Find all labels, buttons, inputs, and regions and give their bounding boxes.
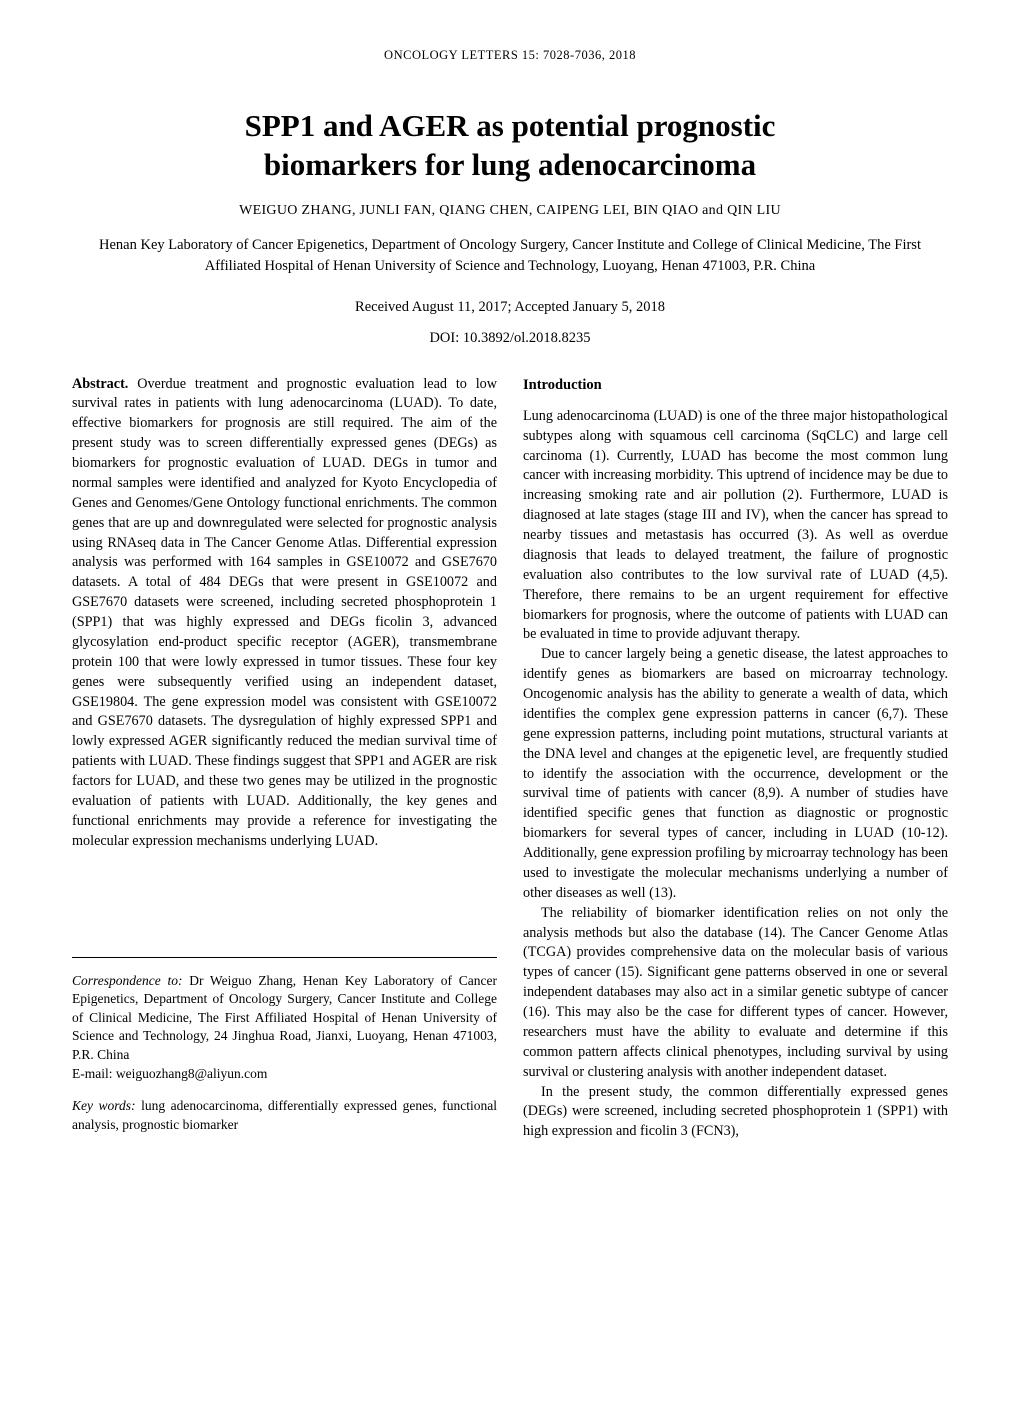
- title-line-2: biomarkers for lung adenocarcinoma: [264, 147, 756, 182]
- authors-list: WEIGUO ZHANG, JUNLI FAN, QIANG CHEN, CAI…: [72, 203, 948, 219]
- keywords-paragraph: Key words: lung adenocarcinoma, differen…: [72, 1097, 497, 1134]
- keywords-block: Key words: lung adenocarcinoma, differen…: [72, 1097, 497, 1134]
- intro-paragraph-1: Lung adenocarcinoma (LUAD) is one of the…: [523, 407, 948, 646]
- correspondence-label: Correspondence to:: [72, 973, 182, 988]
- affiliation: Henan Key Laboratory of Cancer Epigeneti…: [72, 235, 948, 277]
- abstract-paragraph: Abstract. Overdue treatment and prognost…: [72, 375, 497, 852]
- doi: DOI: 10.3892/ol.2018.8235: [72, 330, 948, 347]
- intro-paragraph-2: Due to cancer largely being a genetic di…: [523, 645, 948, 903]
- article-title: SPP1 and AGER as potential prognostic bi…: [72, 107, 948, 185]
- intro-paragraph-4: In the present study, the common differe…: [523, 1083, 948, 1143]
- two-column-layout: Abstract. Overdue treatment and prognost…: [72, 375, 948, 1143]
- right-column: Introduction Lung adenocarcinoma (LUAD) …: [523, 375, 948, 1143]
- journal-header: ONCOLOGY LETTERS 15: 7028-7036, 2018: [72, 48, 948, 63]
- correspondence-paragraph: Correspondence to: Dr Weiguo Zhang, Hena…: [72, 972, 497, 1065]
- keywords-text: lung adenocarcinoma, differentially expr…: [72, 1098, 497, 1132]
- abstract-text: Overdue treatment and prognostic evaluat…: [72, 376, 497, 849]
- left-column: Abstract. Overdue treatment and prognost…: [72, 375, 497, 1143]
- footer-divider: [72, 957, 497, 958]
- correspondence-block: Correspondence to: Dr Weiguo Zhang, Hena…: [72, 972, 497, 1084]
- keywords-label: Key words:: [72, 1098, 136, 1113]
- correspondence-email: E-mail: weiguozhang8@aliyun.com: [72, 1065, 497, 1084]
- received-accepted-dates: Received August 11, 2017; Accepted Janua…: [72, 299, 948, 316]
- abstract-block: Abstract. Overdue treatment and prognost…: [72, 375, 497, 935]
- title-line-1: SPP1 and AGER as potential prognostic: [245, 108, 776, 143]
- intro-paragraph-3: The reliability of biomarker identificat…: [523, 904, 948, 1083]
- abstract-label: Abstract.: [72, 376, 128, 392]
- introduction-heading: Introduction: [523, 375, 948, 395]
